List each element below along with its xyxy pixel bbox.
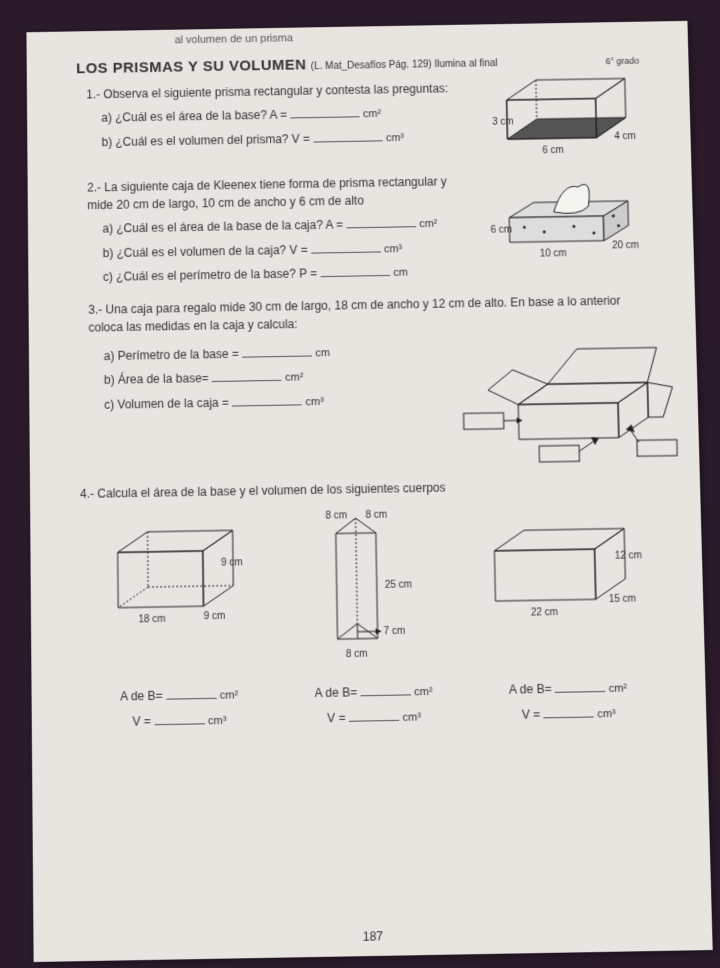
q1-a: a) ¿Cuál es el área de la base? A = cm² [101,103,472,129]
q2-a: a) ¿Cuál es el área de la base de la caj… [102,213,474,239]
q3-b-unit: cm² [285,372,303,384]
s1-v-blank[interactable] [154,712,204,725]
q3-b: b) Área de la base= cm² [104,365,458,391]
shape-3: 12 cm 15 cm 22 cm [469,503,663,672]
page-subtitle: (L. Mat_Desafíos Pág. 129) Ilumina al fi… [311,58,498,72]
prism-1-icon: 3 cm 6 cm 4 cm [486,69,636,160]
q4-shapes: 9 cm 18 cm 9 cm 8 cm 8 cm 25 cm 7 cm 8 c… [80,503,665,679]
q2-a-text: a) ¿Cuál es el área de la base de la caj… [102,218,343,236]
shape-2: 8 cm 8 cm 25 cm 7 cm 8 cm [275,506,468,675]
q1-figure: 3 cm 6 cm 4 cm [471,68,651,164]
s2-a-label: A de B= [314,685,357,700]
s1-a-unit: cm² [220,689,239,701]
svg-text:6 cm: 6 cm [542,145,564,156]
prism-3-icon: 12 cm 15 cm 22 cm [479,503,652,626]
question-1: 1.- Observa el siguiente prisma rectangu… [76,68,651,171]
svg-text:12 cm: 12 cm [615,550,643,562]
q1-intro: 1.- Observa el siguiente prisma rectangu… [86,79,472,103]
grade-label: 6° grado [605,56,639,66]
q2-c-unit: cm [393,267,408,279]
q1-b-text: b) ¿Cuál es el volumen del prisma? V = [101,131,309,148]
q3-c-text: c) Volumen de la caja = [104,396,229,412]
svg-text:8 cm: 8 cm [325,510,347,521]
svg-text:7 cm: 7 cm [384,626,406,638]
q2-b-text: b) ¿Cuál es el volumen de la caja? V = [103,242,308,259]
q2-a-blank[interactable] [346,215,416,228]
page-number: 187 [363,929,384,944]
s2-v-unit: cm³ [403,711,422,723]
q1-b: b) ¿Cuál es el volumen del prisma? V = c… [101,127,472,153]
svg-text:25 cm: 25 cm [385,579,412,591]
q2-c-text: c) ¿Cuál es el perímetro de la base? P = [103,267,317,285]
q2-b-blank[interactable] [311,240,381,253]
s1-v-label: V = [132,714,151,729]
s3-v-blank[interactable] [543,705,594,718]
q1-a-text: a) ¿Cuál es el área de la base? A = [101,108,287,125]
svg-text:8 cm: 8 cm [346,648,368,660]
svg-text:4 cm: 4 cm [614,131,636,142]
q2-a-unit: cm² [419,218,437,230]
q3-figure [457,332,660,470]
svg-text:15 cm: 15 cm [609,593,637,605]
q4-intro: 4.- Calcula el área de la base y el volu… [80,475,660,503]
s2-v-blank[interactable] [349,709,400,722]
svg-text:22 cm: 22 cm [531,607,559,619]
s1-a-label: A de B= [120,688,163,703]
q1-b-blank[interactable] [313,129,382,142]
q2-intro: 2.- La siguiente caja de Kleenex tiene f… [87,172,474,214]
tri-prism-icon: 8 cm 8 cm 25 cm 7 cm 8 cm [305,507,438,670]
svg-text:9 cm: 9 cm [221,557,243,568]
s3-a-label: A de B= [509,682,552,697]
q3-a-text: a) Perímetro de la base = [104,347,239,363]
q4-answers: A de B= cm² V = cm³ A de B= cm² V = cm³ [82,668,666,729]
q2-c-blank[interactable] [320,264,390,277]
q3-a-blank[interactable] [242,344,312,357]
svg-text:10 cm: 10 cm [540,248,567,259]
prism-2-icon: 9 cm 18 cm 9 cm [102,510,254,633]
q3-a: a) Perímetro de la base = cm [104,341,458,367]
svg-text:6 cm: 6 cm [490,224,512,235]
s1-v-unit: cm³ [208,715,227,727]
s3-v-unit: cm³ [597,708,616,720]
svg-text:20 cm: 20 cm [612,240,639,251]
gift-box-icon [457,332,679,465]
q2-b-unit: cm³ [384,243,402,255]
s2-v-label: V = [327,710,346,725]
s3-v-label: V = [522,707,541,722]
s3-area: A de B= cm² [472,679,663,698]
q3-b-blank[interactable] [212,369,282,382]
s2-area: A de B= cm² [278,682,469,701]
q3-intro: 3.- Una caja para regalo mide 30 cm de l… [88,291,656,336]
kleenex-box-icon: 6 cm 10 cm 20 cm [483,161,644,262]
q2-b: b) ¿Cuál es el volumen de la caja? V = c… [103,238,476,264]
q3-b-text: b) Área de la base= [104,372,209,388]
s2-vol: V = cm³ [278,707,470,726]
s1-a-blank[interactable] [166,686,216,699]
cutoff-text: al volumen de un prisma [175,33,293,47]
s2-a-blank[interactable] [360,683,411,696]
svg-text:9 cm: 9 cm [203,611,225,623]
question-3: a) Perímetro de la base = cm b) Área de … [79,332,660,476]
q2-c: c) ¿Cuál es el perímetro de la base? P =… [103,262,476,288]
q1-a-unit: cm² [363,108,381,120]
svg-text:8 cm: 8 cm [365,509,387,520]
s3-a-blank[interactable] [555,680,606,693]
s2-a-unit: cm² [414,686,433,698]
svg-text:18 cm: 18 cm [138,614,165,626]
shape-1: 9 cm 18 cm 9 cm [82,509,275,678]
q3-a-unit: cm [315,347,330,359]
worksheet-page: al volumen de un prisma LOS PRISMAS Y SU… [26,21,712,962]
q3-c-unit: cm³ [305,396,323,408]
q1-b-unit: cm³ [386,132,404,144]
s1-vol: V = cm³ [84,711,275,730]
s3-a-unit: cm² [609,682,628,694]
q2-figure: 6 cm 10 cm 20 cm [473,161,654,267]
q3-c: c) Volumen de la caja = cm³ [104,390,458,416]
question-2: 2.- La siguiente caja de Kleenex tiene f… [77,161,655,293]
s1-area: A de B= cm² [83,685,274,704]
s3-vol: V = cm³ [473,704,665,723]
svg-text:3 cm: 3 cm [492,116,514,127]
q3-c-blank[interactable] [232,393,302,406]
q1-a-blank[interactable] [290,106,359,119]
